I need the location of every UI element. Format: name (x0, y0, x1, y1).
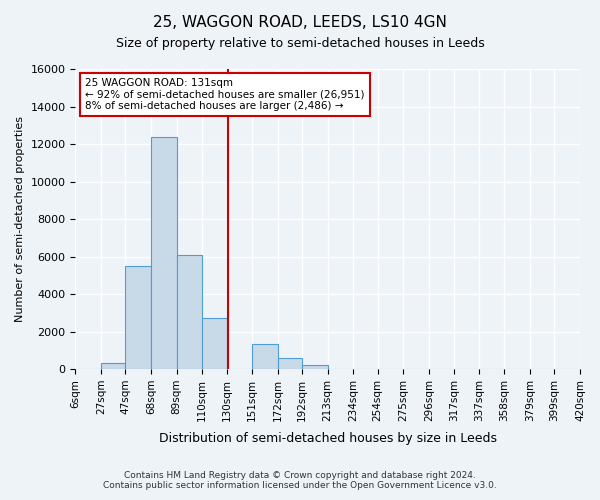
Bar (176, 254, 202, 369)
Text: 25 WAGGON ROAD: 131sqm
← 92% of semi-detached houses are smaller (26,951)
8% of : 25 WAGGON ROAD: 131sqm ← 92% of semi-det… (85, 78, 365, 111)
Bar (302, 365, 328, 369)
Bar (101, 363, 125, 369)
Text: Size of property relative to semi-detached houses in Leeds: Size of property relative to semi-detach… (116, 38, 484, 51)
Bar (278, 358, 302, 369)
Text: 25, WAGGON ROAD, LEEDS, LS10 4GN: 25, WAGGON ROAD, LEEDS, LS10 4GN (153, 15, 447, 30)
Bar (252, 344, 278, 369)
Y-axis label: Number of semi-detached properties: Number of semi-detached properties (15, 116, 25, 322)
Text: Contains HM Land Registry data © Crown copyright and database right 2024.
Contai: Contains HM Land Registry data © Crown c… (103, 470, 497, 490)
Bar (151, 136, 176, 369)
Bar (125, 266, 151, 369)
Bar (202, 318, 227, 369)
X-axis label: Distribution of semi-detached houses by size in Leeds: Distribution of semi-detached houses by … (159, 432, 497, 445)
